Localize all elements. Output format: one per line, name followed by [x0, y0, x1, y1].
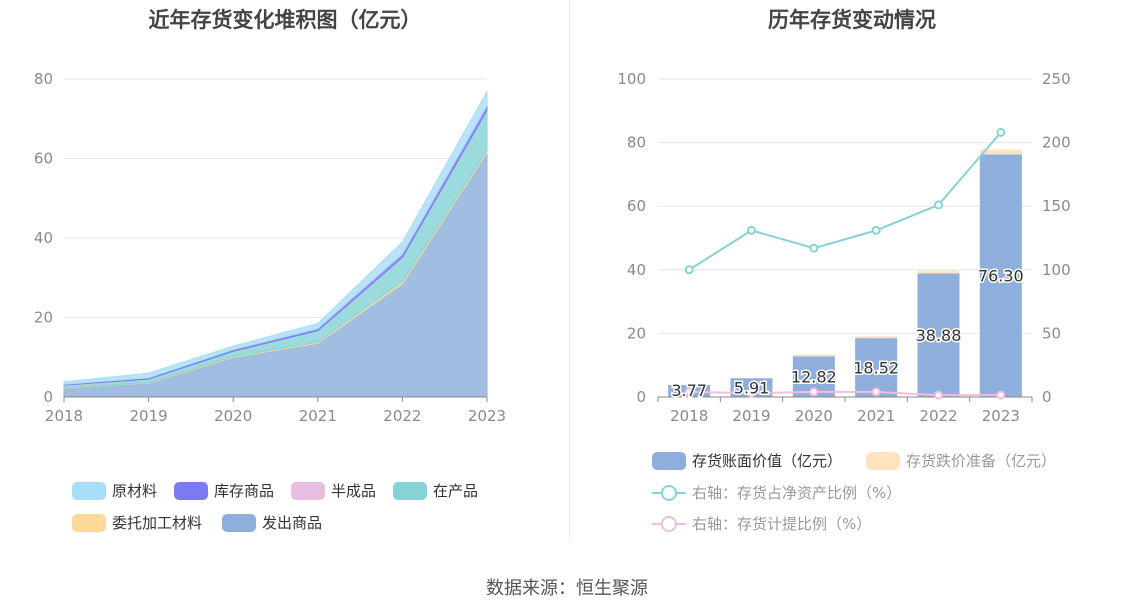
y-right-tick-label: 50 — [1042, 324, 1061, 342]
inventory-bar-line-chart: 0 20 40 60 80 100 0 50 100 150 200 250 2018 2019 2020 2… — [617, 70, 1071, 425]
legend-swatch — [652, 484, 686, 502]
bar-impairment — [855, 336, 898, 339]
stacked-area-chart: 0 20 40 60 80 2018 2019 2020 2021 2022 2023 — [34, 70, 506, 425]
legend-swatch — [652, 451, 686, 470]
legend-swatch — [291, 481, 325, 500]
bar-data-label: 18.52 — [853, 359, 899, 378]
line-point — [684, 265, 694, 275]
x-tick-label: 2023 — [468, 407, 506, 425]
line-右轴：存货计提比例（%） — [689, 390, 1001, 397]
legend-label: 发出商品 — [262, 514, 323, 532]
y-left-tick-label: 40 — [627, 261, 646, 279]
legend-item[interactable]: 发出商品 — [222, 512, 322, 533]
line-point — [809, 243, 819, 253]
y-tick-label: 80 — [34, 70, 53, 88]
line-point — [747, 388, 756, 398]
line-point — [871, 387, 881, 397]
x-tick-label: 2018 — [45, 407, 83, 425]
x-tick-label: 2019 — [130, 407, 168, 425]
area-原材料 — [63, 89, 488, 385]
bar-impairment — [792, 354, 835, 357]
stacked-area-panel: 近年存货变化堆积图（亿元） 0 20 40 60 80 2018 2019 2020 2021 2… — [0, 0, 570, 560]
bar-data-label: 76.30 — [978, 267, 1024, 286]
y-left-tick-label: 20 — [627, 324, 646, 342]
y-tick-label: 40 — [34, 229, 53, 247]
left-chart-title: 近年存货变化堆积图（亿元） — [148, 8, 422, 32]
legend-swatch — [174, 481, 208, 500]
bar-book-value — [979, 154, 1022, 397]
legend-item[interactable]: 库存商品 — [174, 480, 274, 501]
line-point — [934, 390, 943, 400]
bar-book-value — [855, 338, 898, 397]
legend-label: 右轴：存货计提比例（%） — [692, 515, 872, 533]
y-right-tick-label: 200 — [1042, 134, 1071, 152]
bar-data-label: 3.77 — [671, 381, 707, 400]
legend-label: 存货跌价准备（亿元） — [906, 452, 1057, 470]
line-point — [934, 200, 943, 210]
legend-item[interactable]: 在产品 — [393, 480, 478, 501]
area-发出商品 — [63, 150, 488, 398]
y-tick-label: 0 — [43, 388, 53, 406]
y-right-tick-label: 100 — [1042, 261, 1071, 279]
y-right-tick-label: 250 — [1042, 70, 1071, 88]
legend-item[interactable]: 存货跌价准备（亿元） — [866, 450, 1056, 471]
x-tick-label: 2022 — [919, 407, 957, 425]
bar-impairment — [917, 270, 960, 274]
right-chart-title: 历年存货变动情况 — [768, 8, 936, 32]
bar-book-value — [917, 273, 960, 397]
x-tick-label: 2020 — [795, 407, 833, 425]
y-tick-label: 60 — [34, 150, 53, 168]
y-left-tick-label: 0 — [636, 388, 646, 406]
bar-data-label: 12.82 — [791, 368, 837, 387]
y-left-tick-label: 80 — [627, 134, 646, 152]
y-left-tick-label: 100 — [617, 70, 646, 88]
y-right-tick-label: 150 — [1042, 197, 1071, 215]
legend-item[interactable]: 原材料 — [72, 480, 157, 501]
x-tick-label: 2022 — [383, 407, 421, 425]
legend-swatch — [866, 451, 900, 470]
legend-label: 半成品 — [331, 482, 377, 500]
x-tick-label: 2018 — [670, 407, 708, 425]
inventory-change-panel: 历年存货变动情况 0 20 40 60 80 100 0 50 100 150 200 250 2018… — [570, 0, 1134, 560]
legend-swatch — [72, 481, 106, 500]
data-source: 数据来源：恒生聚源 — [486, 578, 648, 599]
legend-label: 在产品 — [433, 482, 479, 500]
line-point — [871, 225, 881, 235]
legend-swatch — [652, 515, 686, 533]
line-point — [684, 387, 694, 397]
y-right-tick-label: 0 — [1042, 388, 1052, 406]
legend-item[interactable]: 右轴：存货计提比例（%） — [652, 513, 871, 534]
x-tick-label: 2020 — [214, 407, 252, 425]
bar-data-label: 5.91 — [734, 379, 770, 398]
x-tick-label: 2021 — [299, 407, 337, 425]
line-point — [747, 225, 756, 235]
line-point — [996, 127, 1006, 137]
legend-swatch — [393, 481, 427, 500]
legend-item[interactable]: 半成品 — [291, 480, 376, 501]
y-tick-label: 20 — [34, 309, 53, 327]
legend-item[interactable]: 存货账面价值（亿元） — [652, 450, 842, 471]
x-tick-label: 2021 — [857, 407, 895, 425]
legend-swatch — [222, 513, 256, 532]
line-point — [996, 390, 1006, 400]
legend-label: 委托加工材料 — [112, 514, 203, 532]
bar-data-label: 38.88 — [916, 326, 962, 345]
x-tick-label: 2023 — [982, 407, 1020, 425]
y-left-tick-label: 60 — [627, 197, 646, 215]
legend-label: 原材料 — [112, 482, 158, 500]
legend-swatch — [72, 513, 106, 532]
x-tick-label: 2019 — [732, 407, 770, 425]
legend-item[interactable]: 委托加工材料 — [72, 512, 202, 533]
legend-label: 存货账面价值（亿元） — [692, 452, 843, 470]
line-右轴：存货占净资产比例（%） — [688, 131, 1002, 271]
bar-impairment — [979, 149, 1022, 155]
line-point — [809, 387, 819, 397]
panel-divider — [569, 0, 570, 540]
legend-item[interactable]: 右轴：存货占净资产比例（%） — [652, 482, 901, 503]
legend-label: 右轴：存货占净资产比例（%） — [692, 484, 902, 502]
legend-label: 库存商品 — [214, 482, 275, 500]
